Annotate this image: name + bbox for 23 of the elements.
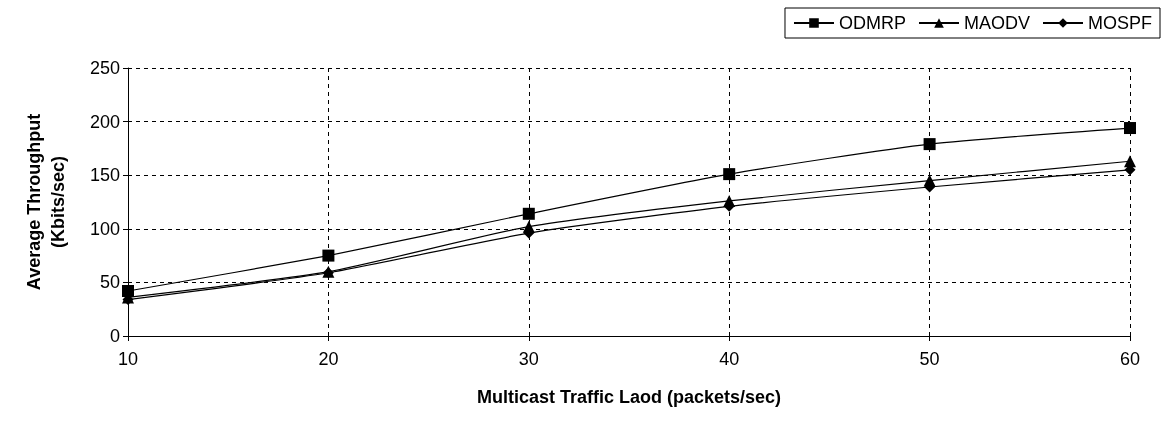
x-tick-label: 10 xyxy=(117,349,139,369)
legend-label: ODMRP xyxy=(838,13,906,33)
point xyxy=(1124,155,1136,168)
point xyxy=(923,138,936,151)
x-tick-label: 40 xyxy=(719,349,740,369)
point xyxy=(322,249,335,262)
x-tick-label: 30 xyxy=(518,349,539,369)
y-tick-label: 250 xyxy=(89,58,120,78)
point xyxy=(723,168,736,181)
y-tick-label: 50 xyxy=(99,272,120,293)
y-tick-label: 150 xyxy=(89,165,120,186)
x-tick-label: 20 xyxy=(318,349,339,369)
x-axis-title: Multicast Traffic Laod (packets/sec) xyxy=(476,387,782,407)
point xyxy=(522,207,535,220)
point xyxy=(1124,122,1136,135)
y-axis-title: Average Throughput (Kbits/sec) xyxy=(24,113,68,291)
legend-label: MOSPF xyxy=(1088,13,1153,33)
y-tick-label: 100 xyxy=(89,218,120,239)
y-tick-label: 0 xyxy=(109,326,120,346)
x-tick-label: 50 xyxy=(919,349,940,369)
legend-label: MAODV xyxy=(963,13,1031,33)
x-tick-label: 60 xyxy=(1119,349,1141,369)
y-tick-label: 200 xyxy=(89,111,120,132)
